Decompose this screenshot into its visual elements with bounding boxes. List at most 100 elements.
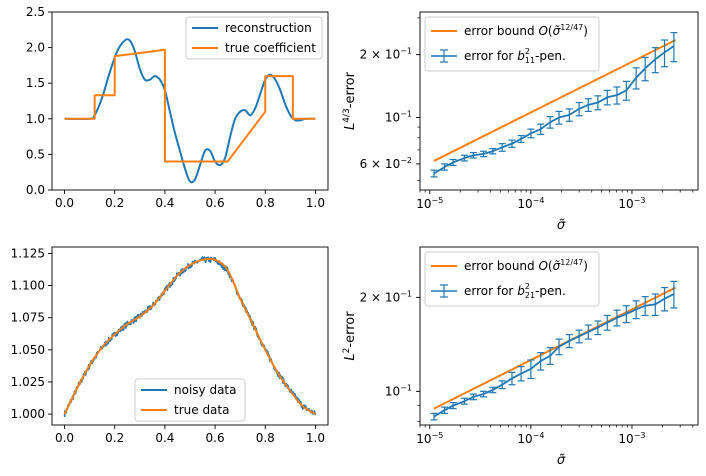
error-bar: [449, 158, 457, 167]
bottom-left-plot-area: [63, 256, 317, 417]
error-bar: [603, 89, 611, 106]
x-tick-label: 0.2: [105, 196, 124, 210]
y-tick-label: 10−1: [385, 110, 412, 125]
bottom-left-legend: noisy data true data: [134, 378, 246, 422]
error-bar: [546, 116, 554, 129]
x-tick-label: 0.8: [256, 431, 275, 445]
series-reconstruction: [64, 38, 316, 184]
y-tick-label: 2 × 10−1: [360, 47, 412, 62]
y-tick-label: 2 × 10−1: [360, 289, 412, 304]
error-bar: [537, 352, 545, 371]
series-line-1f77b4: [433, 45, 675, 175]
top-right-legend-box: [424, 16, 600, 72]
y-tick-label: 1.025: [11, 375, 45, 389]
bottom-right-axes-frame: [419, 246, 699, 426]
legend-label-error-bound-2: error bound O(σ̃12/47): [464, 258, 588, 273]
error-bar: [632, 67, 640, 90]
error-bar: [546, 347, 554, 365]
top-left-legend: reconstruction true coefficient: [185, 16, 323, 60]
x-tick-label: 1.0: [306, 431, 325, 445]
error-bar: [460, 397, 468, 405]
x-tick-label: 0.0: [55, 196, 74, 210]
panel-bottom-right: 10−5 10−4 10−3 10−1 2 × 10−1 L2-error σ̃ err…: [342, 246, 699, 468]
legend-label-true-data: true data: [174, 403, 229, 417]
x-tick-label: 0.6: [206, 196, 225, 210]
panel-top-left: 0.0 0.2 0.4 0.6 0.8 1.0 0.0 0.5 1.0 1.5 2.0 2.5 rec…: [26, 5, 329, 210]
series-true-data: [63, 257, 316, 415]
legend-swatch-error-b11: [431, 49, 457, 63]
error-bar: [670, 32, 678, 63]
bottom-right-ylabel: L2-error: [342, 311, 358, 361]
y-tick-label: 1.0: [26, 112, 45, 126]
legend-swatch-error-b21: [431, 284, 457, 298]
x-tick-label: 0.8: [256, 196, 275, 210]
x-tick-label: 0.4: [155, 431, 174, 445]
error-bar: [508, 139, 516, 148]
error-bar: [641, 296, 649, 317]
x-tick-label: 10−5: [416, 431, 443, 446]
x-tick-label: 10−3: [618, 431, 645, 446]
y-tick-label: 1.050: [11, 343, 45, 357]
legend-label-reconstruction: reconstruction: [225, 21, 312, 35]
error-bar: [469, 151, 477, 159]
y-tick-label: 0.5: [26, 147, 45, 161]
y-tick-label: 1.5: [26, 76, 45, 90]
x-tick-label: 10−3: [618, 196, 645, 211]
bottom-right-plot-area: [430, 280, 678, 421]
bottom-left-ticks: 0.0 0.2 0.4 0.6 0.8 1.0 1.000 1.025 1.050 1.075 1.…: [11, 246, 325, 445]
error-bar: [430, 169, 438, 178]
error-bar: [575, 329, 583, 344]
y-tick-label: 6 × 10−2: [360, 156, 412, 171]
legend-label-error-b11: error for b2 11-pen.: [464, 47, 566, 65]
error-bar: [565, 108, 573, 122]
bottom-right-legend-box: [424, 251, 600, 307]
series-error-bound: [433, 39, 677, 162]
y-tick-label: 2.0: [26, 41, 45, 55]
error-bar: [594, 95, 602, 111]
top-right-axes-frame: [419, 11, 699, 191]
top-left-ticks: 0.0 0.2 0.4 0.6 0.8 1.0 0.0 0.5 1.0 1.5 2.0 2.5: [26, 5, 325, 210]
top-right-plot-area: [430, 32, 678, 178]
error-bar: [632, 300, 640, 320]
x-tick-label: 1.0: [306, 196, 325, 210]
legend-label-error-bound: error bound O(σ̃12/47): [464, 23, 588, 38]
top-right-log-tick-labels: 10−5 10−4 10−3 6 × 10−2 10−1 2 × 10−1: [360, 47, 646, 211]
panel-top-right: 10−5 10−4 10−3 6 × 10−2 10−1 2 × 10−1 L4/3-er…: [342, 11, 699, 233]
error-bar: [651, 47, 659, 74]
error-bar: [441, 163, 449, 171]
error-bar: [517, 366, 525, 382]
error-bar: [460, 154, 468, 162]
error-bar: [613, 86, 621, 105]
top-right-legend: error bound O(σ̃12/47) error for b2 11-pe…: [424, 16, 600, 72]
y-tick-label: 2.5: [26, 5, 45, 19]
x-tick-label: 0.0: [55, 431, 74, 445]
bottom-right-legend: error bound O(σ̃12/47) error for b2 21-pe…: [424, 251, 600, 307]
error-bar: [430, 412, 438, 421]
top-right-xlabel: σ̃: [557, 218, 566, 233]
error-bar: [622, 305, 630, 324]
bottom-left-axes-frame: [51, 246, 329, 426]
top-right-ticks: [416, 17, 694, 194]
bottom-right-xlabel: σ̃: [557, 453, 566, 468]
top-left-axes-frame: [51, 11, 329, 191]
error-bar: [584, 324, 592, 340]
error-bar: [498, 143, 506, 152]
y-tick-label: 1.000: [11, 407, 45, 421]
error-bar: [489, 386, 497, 394]
error-bar: [661, 286, 669, 312]
error-bar: [441, 406, 449, 414]
legend-label-true-coefficient: true coefficient: [225, 41, 316, 55]
legend-label-error-b21: error for b2 21-pen.: [464, 282, 566, 300]
x-tick-label: 0.6: [206, 431, 225, 445]
error-bar: [584, 98, 592, 113]
y-tick-label: 1.075: [11, 311, 45, 325]
bottom-right-ticks: [416, 296, 694, 429]
error-bar: [537, 123, 545, 136]
y-tick-label: 1.100: [11, 279, 45, 293]
top-right-ylabel: L4/3-error: [342, 71, 358, 130]
x-tick-label: 10−5: [416, 196, 443, 211]
top-left-legend-box: [185, 16, 323, 60]
error-bar: [661, 39, 669, 68]
error-bar: [555, 338, 563, 356]
